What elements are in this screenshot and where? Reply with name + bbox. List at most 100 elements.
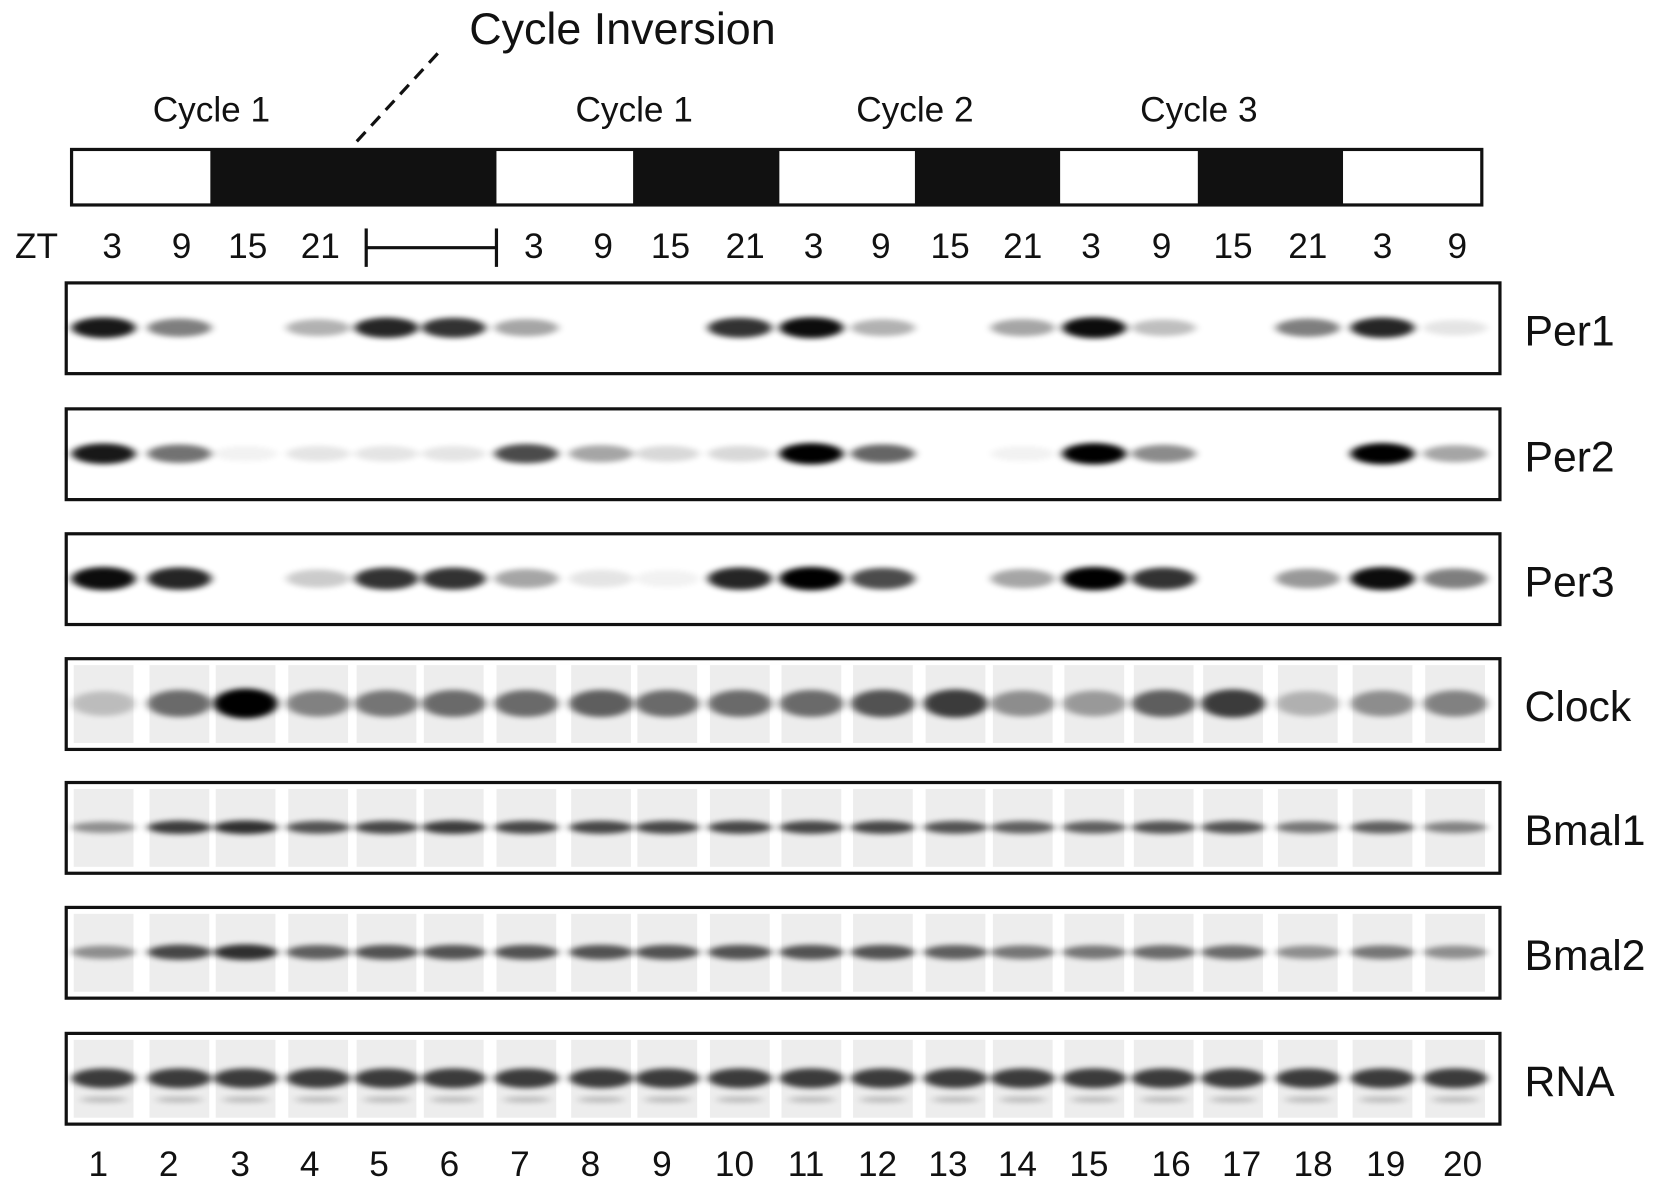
- lane-number: 19: [1366, 1145, 1405, 1184]
- band: [1350, 1068, 1415, 1089]
- band: [1423, 1068, 1488, 1089]
- band: [494, 820, 559, 834]
- band: [707, 317, 772, 338]
- band: [990, 319, 1055, 337]
- band: [147, 944, 212, 960]
- lane-number: 20: [1443, 1145, 1482, 1184]
- lane-number: 11: [788, 1145, 825, 1184]
- band: [71, 1068, 136, 1089]
- band: [779, 566, 844, 591]
- minor-band: [1284, 1096, 1332, 1103]
- band: [71, 317, 136, 339]
- band: [1350, 567, 1415, 591]
- light-dark-bar: [69, 147, 1484, 207]
- lane-number: 12: [858, 1145, 897, 1184]
- band: [779, 317, 844, 339]
- band: [354, 1068, 419, 1089]
- lane-number: 2: [159, 1145, 179, 1184]
- band: [494, 1068, 559, 1089]
- cycle-label: Cycle 1: [153, 90, 270, 129]
- band: [990, 821, 1055, 834]
- band: [779, 1068, 844, 1089]
- band: [354, 567, 419, 590]
- band: [1062, 945, 1127, 960]
- blot-panel: [64, 281, 1502, 376]
- band: [421, 690, 486, 718]
- gene-label: Per2: [1525, 433, 1615, 481]
- band: [569, 944, 634, 960]
- band: [707, 445, 772, 462]
- band: [1423, 945, 1488, 959]
- band: [354, 944, 419, 960]
- minor-band: [1209, 1096, 1257, 1103]
- lane-number: 13: [928, 1145, 967, 1184]
- minor-band: [577, 1096, 625, 1103]
- gene-label: Per3: [1525, 558, 1615, 606]
- zt-value: 3: [524, 227, 544, 266]
- band: [1131, 689, 1196, 718]
- band: [1275, 318, 1340, 337]
- band: [213, 944, 278, 961]
- band: [707, 690, 772, 718]
- band: [286, 1068, 351, 1089]
- cycle-label: Cycle 1: [575, 90, 692, 129]
- band: [850, 567, 915, 590]
- band: [635, 1068, 700, 1089]
- band: [923, 1068, 988, 1089]
- figure-title: Cycle Inversion: [469, 3, 775, 54]
- band: [569, 689, 634, 718]
- gene-label: Bmal2: [1525, 932, 1646, 980]
- band: [923, 689, 988, 718]
- band: [1062, 566, 1127, 591]
- band: [1423, 690, 1488, 717]
- zt-value: 21: [1003, 227, 1042, 266]
- band: [707, 567, 772, 590]
- zt-value: 15: [1213, 227, 1252, 266]
- blot-panel: [64, 407, 1502, 502]
- band: [286, 445, 351, 462]
- band: [1275, 1068, 1340, 1089]
- minor-band: [1070, 1096, 1118, 1103]
- lane-number: 14: [998, 1145, 1037, 1184]
- minor-band: [1431, 1096, 1479, 1103]
- band: [421, 445, 486, 462]
- zt-value: 21: [301, 227, 340, 266]
- cycle-label: Cycle 3: [1140, 90, 1257, 129]
- band: [213, 446, 278, 462]
- band: [213, 688, 278, 719]
- band: [990, 690, 1055, 717]
- band: [1350, 821, 1415, 834]
- zt-value: 3: [102, 227, 122, 266]
- band: [569, 1068, 634, 1089]
- band: [1201, 689, 1266, 718]
- band: [1062, 821, 1127, 834]
- band: [494, 690, 559, 718]
- band: [286, 821, 351, 834]
- band: [1062, 443, 1127, 465]
- zt-value: 15: [228, 227, 267, 266]
- band: [707, 944, 772, 960]
- band: [71, 691, 136, 716]
- band: [1423, 445, 1488, 463]
- band: [1423, 319, 1488, 336]
- band: [286, 319, 351, 337]
- band: [421, 317, 486, 338]
- band: [1275, 690, 1340, 717]
- lane-number: 1: [88, 1145, 108, 1184]
- band: [1275, 945, 1340, 959]
- band: [1131, 567, 1196, 590]
- zt-value: 3: [804, 227, 824, 266]
- minor-band: [363, 1096, 410, 1103]
- zt-value: 21: [1288, 227, 1327, 266]
- band: [850, 444, 915, 464]
- minor-band: [999, 1096, 1047, 1103]
- blot-panel: [64, 532, 1502, 627]
- band: [850, 689, 915, 718]
- blot-panel: [64, 780, 1502, 875]
- band: [779, 944, 844, 960]
- pointer-line: [351, 52, 439, 148]
- gene-label: Per1: [1525, 307, 1615, 355]
- zt-value: 15: [651, 227, 690, 266]
- band: [635, 445, 700, 462]
